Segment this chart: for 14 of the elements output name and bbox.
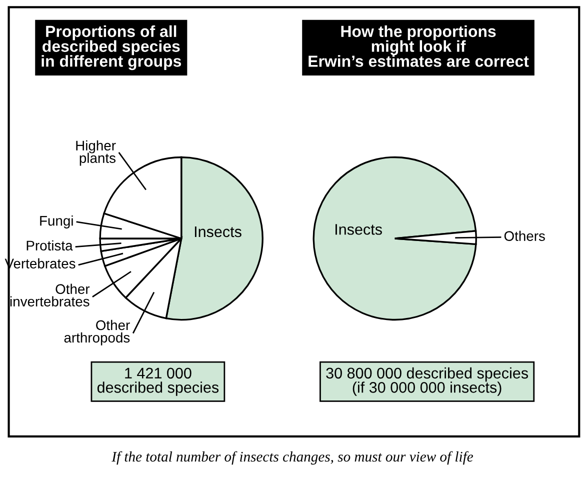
text: 30 800 000 described species (if 30 000 000 insects) bbox=[326, 367, 528, 396]
text: 1 421 000 described species bbox=[97, 368, 219, 396]
chart-title: How the proportions might look if Erwin’s estimates are correct bbox=[308, 25, 529, 67]
slice-label: Fungi bbox=[40, 216, 73, 228]
slice-label: Others bbox=[504, 230, 545, 241]
pie-slice bbox=[312, 156, 477, 321]
slice-label: Insects bbox=[194, 226, 242, 238]
slice-label: Insects bbox=[336, 224, 382, 235]
chart-title: Proportions of all described species in different groups bbox=[42, 25, 182, 70]
text: If the total number of insects changes, so must our view of life bbox=[112, 451, 474, 465]
slice-label: Higher plants bbox=[76, 140, 116, 166]
slice-label: Protista bbox=[26, 240, 73, 251]
slice-label: Other invertebrates bbox=[10, 284, 90, 306]
slice-label: Other arthropods bbox=[64, 320, 130, 346]
